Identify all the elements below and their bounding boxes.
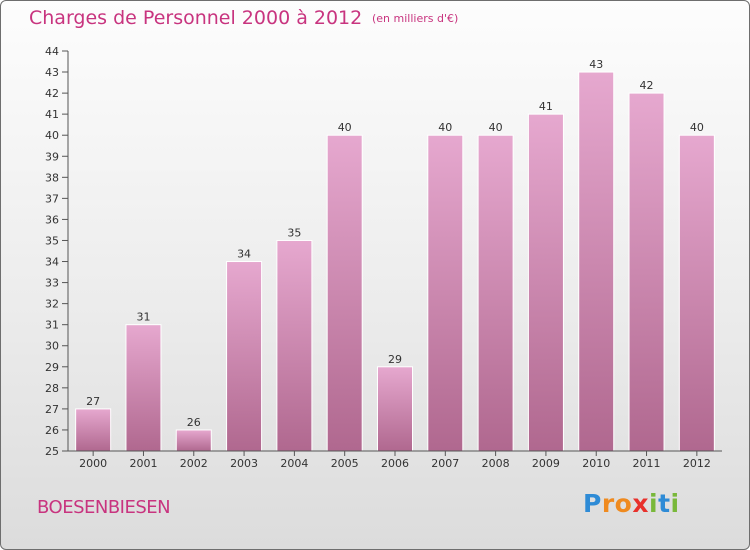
y-tick-label: 25: [45, 445, 59, 458]
bar: [477, 134, 514, 452]
bar: [276, 239, 313, 452]
x-tick-label: 2009: [532, 457, 560, 470]
proxiti-logo: Proxiti: [583, 489, 680, 518]
bar: [427, 134, 464, 452]
bar: [175, 429, 212, 452]
x-tick-label: 2000: [79, 457, 107, 470]
y-tick-label: 39: [45, 150, 59, 163]
y-tick-label: 43: [45, 66, 59, 79]
y-tick-label: 37: [45, 192, 59, 205]
y-tick-label: 44: [45, 45, 59, 58]
bar: [628, 92, 665, 452]
y-tick-label: 41: [45, 108, 59, 121]
data-label: 34: [237, 248, 251, 261]
x-tick-label: 2003: [230, 457, 258, 470]
bar: [527, 113, 564, 452]
y-tick-label: 35: [45, 234, 59, 247]
data-label: 40: [438, 121, 452, 134]
data-label: 42: [640, 79, 654, 92]
y-tick-label: 36: [45, 213, 59, 226]
y-tick-label: 29: [45, 361, 59, 374]
x-tick-label: 2012: [683, 457, 711, 470]
data-label: 27: [86, 395, 100, 408]
chart-subtitle: (en milliers d'€): [372, 12, 459, 25]
y-tick-label: 40: [45, 129, 59, 142]
x-tick-label: 2002: [180, 457, 208, 470]
data-label: 40: [338, 121, 352, 134]
chart-title: Charges de Personnel 2000 à 2012: [29, 7, 363, 29]
data-label: 43: [589, 58, 603, 71]
bar: [125, 324, 162, 452]
data-label: 40: [690, 121, 704, 134]
bar: [75, 408, 112, 452]
x-tick-label: 2001: [129, 457, 157, 470]
y-tick-label: 27: [45, 403, 59, 416]
y-tick-label: 31: [45, 319, 59, 332]
data-label: 35: [287, 226, 301, 239]
y-tick-label: 33: [45, 277, 59, 290]
y-tick-label: 32: [45, 298, 59, 311]
data-label: 26: [187, 416, 201, 429]
data-label: 40: [489, 121, 503, 134]
x-tick-label: 2007: [431, 457, 459, 470]
x-tick-label: 2004: [280, 457, 308, 470]
x-tick-label: 2008: [482, 457, 510, 470]
bar: [326, 134, 363, 452]
data-label: 41: [539, 100, 553, 113]
x-tick-label: 2005: [331, 457, 359, 470]
x-tick-label: 2006: [381, 457, 409, 470]
data-label: 31: [136, 311, 150, 324]
y-tick-label: 26: [45, 424, 59, 437]
bar: [678, 134, 715, 452]
data-label: 29: [388, 353, 402, 366]
y-tick-label: 34: [45, 256, 59, 269]
bar: [377, 366, 413, 452]
y-tick-label: 30: [45, 340, 59, 353]
y-tick-label: 38: [45, 171, 59, 184]
x-tick-label: 2010: [582, 457, 610, 470]
bar: [578, 71, 615, 452]
bar: [226, 261, 263, 452]
commune-name: BOESENBIESEN: [37, 497, 171, 518]
y-tick-label: 28: [45, 382, 59, 395]
y-tick-label: 42: [45, 87, 59, 100]
x-tick-label: 2011: [633, 457, 661, 470]
